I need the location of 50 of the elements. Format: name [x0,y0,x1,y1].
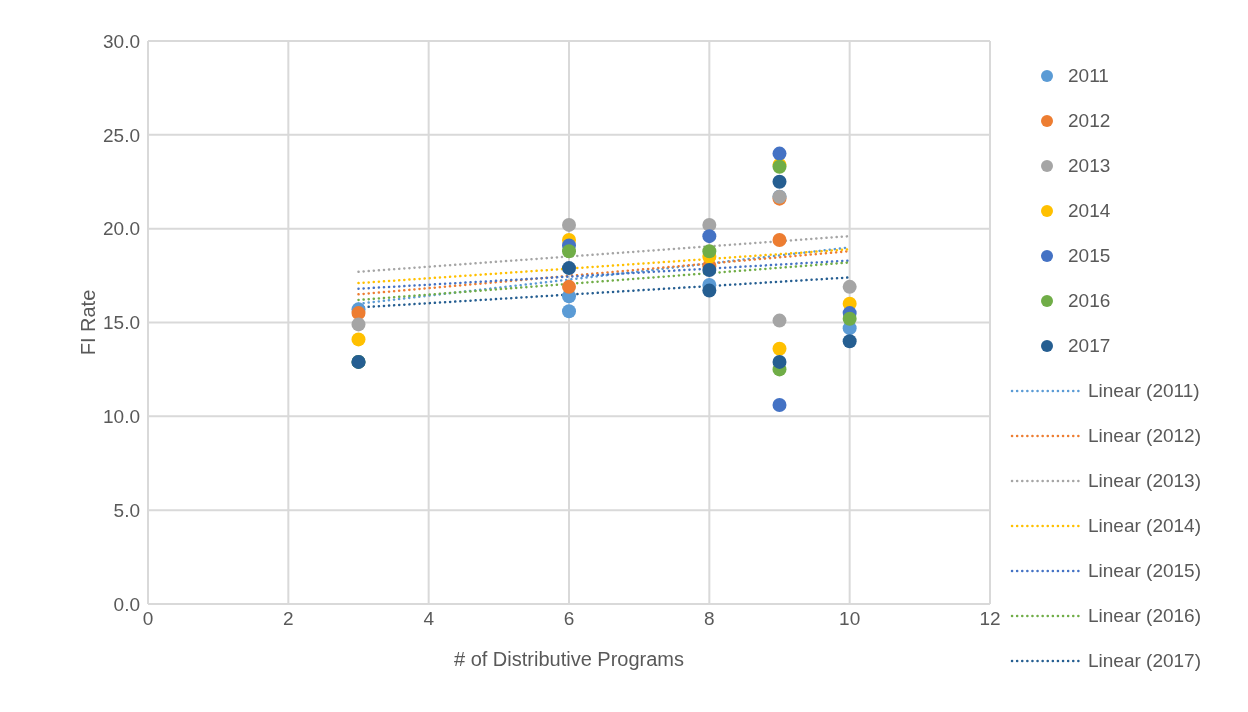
point [842,279,857,294]
legend-label: 2015 [1068,244,1111,267]
x-tick-label: 6 [563,608,575,630]
legend-label: 2012 [1068,109,1111,132]
y-tick-label: 10.0 [103,406,140,428]
point [562,304,576,319]
point [351,317,366,332]
y-tick-label: 25.0 [103,124,140,146]
legend-label: Linear (2016) [1088,604,1202,627]
point [772,313,787,328]
legend-label: Linear (2015) [1088,559,1202,582]
x-tick-label: 10 [839,608,861,630]
point [562,279,576,294]
point [772,232,787,247]
x-tick-label: 0 [142,608,154,630]
point [772,354,787,369]
point [562,217,576,232]
point [351,332,366,347]
point [562,261,576,276]
x-axis-title: # of Distributive Programs [453,648,685,670]
legend-label: Linear (2011) [1088,379,1200,402]
point [772,341,787,356]
x-tick-label: 8 [704,608,715,630]
x-tick-label: 12 [979,608,1001,630]
legend-label: Linear (2012) [1088,424,1202,447]
y-tick-label: 30.0 [103,30,140,52]
legend-label: Linear (2014) [1088,514,1202,537]
legend-label: Linear (2017) [1088,649,1202,672]
point [842,334,857,349]
point [772,174,787,189]
point [772,146,787,161]
point [842,311,857,326]
legend-label: 2013 [1068,154,1111,177]
x-tick-label: 2 [283,608,294,630]
legend-label: Linear (2013) [1088,469,1202,492]
point [562,244,576,259]
y-tick-label: 0.0 [113,593,140,615]
legend-label: 2011 [1068,64,1109,87]
point [702,229,717,244]
legend-label: 2014 [1068,199,1111,222]
legend-label: 2017 [1068,334,1111,357]
point [702,283,717,298]
y-tick-label: 15.0 [103,312,140,334]
legend-label: 2016 [1068,289,1111,312]
y-tick-label: 20.0 [103,218,140,240]
x-tick-label: 4 [423,608,435,630]
y-axis-title: FI Rate [77,289,100,356]
point [772,398,787,413]
point [702,244,717,259]
y-tick-label: 5.0 [113,499,140,521]
